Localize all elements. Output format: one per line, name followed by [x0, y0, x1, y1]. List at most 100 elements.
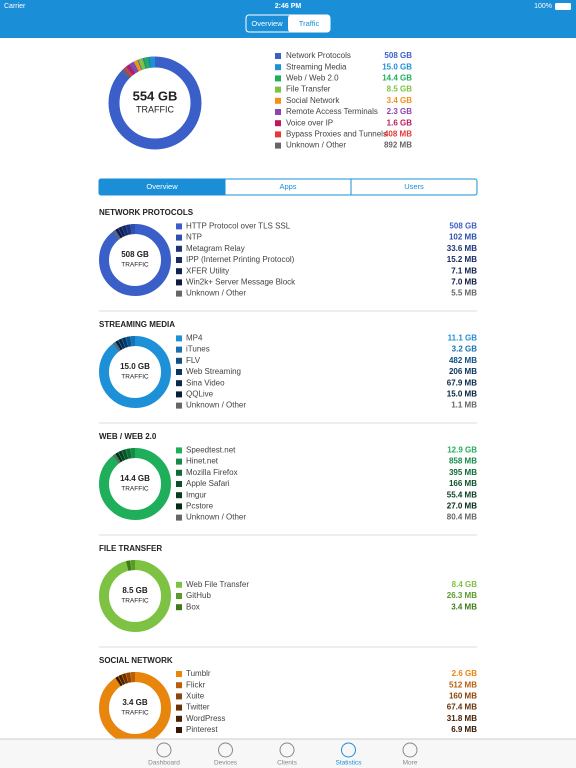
item-name: Sina Video [186, 378, 225, 387]
item-name: NTP [186, 233, 202, 242]
item-value: 80.4 MB [447, 513, 477, 522]
donut-slice [115, 228, 123, 239]
item-name: Win2k+ Server Message Block [186, 278, 296, 287]
item-swatch [176, 481, 182, 487]
item-name: XFER Utility [186, 266, 229, 275]
item-name: iTunes [186, 345, 210, 354]
tab[interactable]: Apps [279, 182, 296, 191]
section-total-label: TRAFFIC [121, 262, 149, 269]
item-name: Metagram Relay [186, 244, 245, 253]
section-total: 15.0 GB [120, 362, 150, 371]
donut-slice [118, 450, 126, 461]
donut-slice [138, 58, 146, 70]
legend-name: Network Protocols [286, 51, 351, 60]
donut-ring [99, 224, 171, 296]
item-value: 67.9 MB [447, 378, 477, 387]
item-swatch [176, 458, 182, 465]
donut-slice [112, 454, 121, 464]
segment-button[interactable]: Overview [251, 19, 283, 28]
section-title: NETWORK PROTOCOLS [99, 208, 194, 217]
item-value: 26.3 MB [447, 591, 477, 600]
item-value: 512 MB [449, 680, 477, 689]
item-name: Pcstore [186, 502, 214, 511]
legend-swatch [275, 64, 281, 71]
item-value: 508 GB [449, 222, 477, 231]
legend-value: 14.4 GB [382, 74, 412, 83]
tab-label[interactable]: Clients [277, 760, 298, 767]
tab-icon[interactable] [402, 742, 418, 758]
item-swatch [176, 593, 182, 599]
item-name: QQLive [186, 390, 214, 399]
tab-icon[interactable] [156, 742, 172, 758]
item-name: Pinterest [186, 725, 218, 734]
item-swatch [176, 402, 182, 409]
tab[interactable]: Users [404, 182, 424, 191]
donut-slice [121, 337, 129, 348]
item-name: GitHub [186, 591, 211, 600]
item-value: 3.4 MB [451, 602, 477, 611]
legend-swatch [275, 142, 281, 149]
item-name: Imgur [186, 490, 207, 499]
legend-value: 892 MB [384, 141, 412, 150]
tab[interactable]: Overview [146, 182, 178, 191]
legend-value: 508 GB [384, 51, 412, 60]
donut-slice [123, 66, 133, 77]
item-name: Speedtest.net [186, 446, 236, 455]
battery-icon [555, 3, 571, 10]
legend-swatch [275, 53, 281, 59]
tab-label[interactable]: Dashboard [148, 760, 180, 767]
tab-label[interactable]: More [403, 760, 418, 767]
legend-swatch [275, 120, 281, 127]
item-swatch [176, 234, 182, 241]
item-value: 15.0 MB [447, 390, 477, 399]
donut-slice [126, 64, 136, 76]
donut-slice [115, 452, 123, 463]
item-swatch [176, 682, 182, 689]
legend-name: File Transfer [286, 85, 331, 94]
item-value: 11.1 GB [448, 334, 478, 343]
item-name: MP4 [186, 334, 203, 343]
donut-slice [133, 59, 142, 72]
section-title: FILE TRANSFER [99, 544, 162, 553]
item-name: IPP (Internet Printing Protocol) [186, 255, 295, 264]
item-value: 31.8 MB [447, 714, 477, 723]
item-value: 858 MB [449, 457, 477, 466]
item-swatch [176, 503, 182, 510]
item-name: FLV [186, 356, 201, 365]
legend-swatch [275, 75, 281, 82]
item-swatch [176, 469, 182, 476]
tab-icon[interactable] [341, 742, 356, 758]
tab-selected [99, 179, 225, 195]
item-swatch [176, 671, 182, 677]
item-value: 166 MB [449, 479, 477, 488]
donut-slice [115, 340, 123, 351]
section-total: 8.5 GB [122, 586, 148, 595]
item-value: 67.4 MB [447, 703, 477, 712]
item-swatch [176, 447, 182, 454]
donut-slice [126, 560, 132, 571]
legend-name: Voice over IP [286, 118, 333, 127]
item-swatch [176, 604, 182, 611]
item-value: 7.1 MB [451, 266, 477, 275]
item-swatch [176, 245, 182, 252]
legend-name: Web / Web 2.0 [286, 74, 339, 83]
item-swatch [176, 279, 182, 286]
legend-value: 2.3 GB [387, 107, 413, 116]
item-value: 3.2 GB [452, 345, 478, 354]
item-name: Flickr [186, 680, 205, 689]
section-total: 508 GB [121, 250, 149, 259]
item-swatch [176, 581, 182, 588]
item-value: 206 MB [449, 367, 477, 376]
donut-slice [118, 674, 126, 685]
legend-swatch [275, 109, 281, 115]
tab-icon[interactable] [218, 742, 233, 758]
tab-label[interactable]: Devices [214, 760, 238, 767]
tab-icon[interactable] [279, 742, 295, 758]
item-value: 102 MB [449, 233, 477, 242]
donut-ring [99, 448, 171, 520]
item-swatch [176, 704, 182, 711]
item-swatch [176, 346, 182, 353]
segment-button[interactable]: Traffic [299, 19, 320, 28]
tab-label[interactable]: Statistics [335, 760, 362, 767]
